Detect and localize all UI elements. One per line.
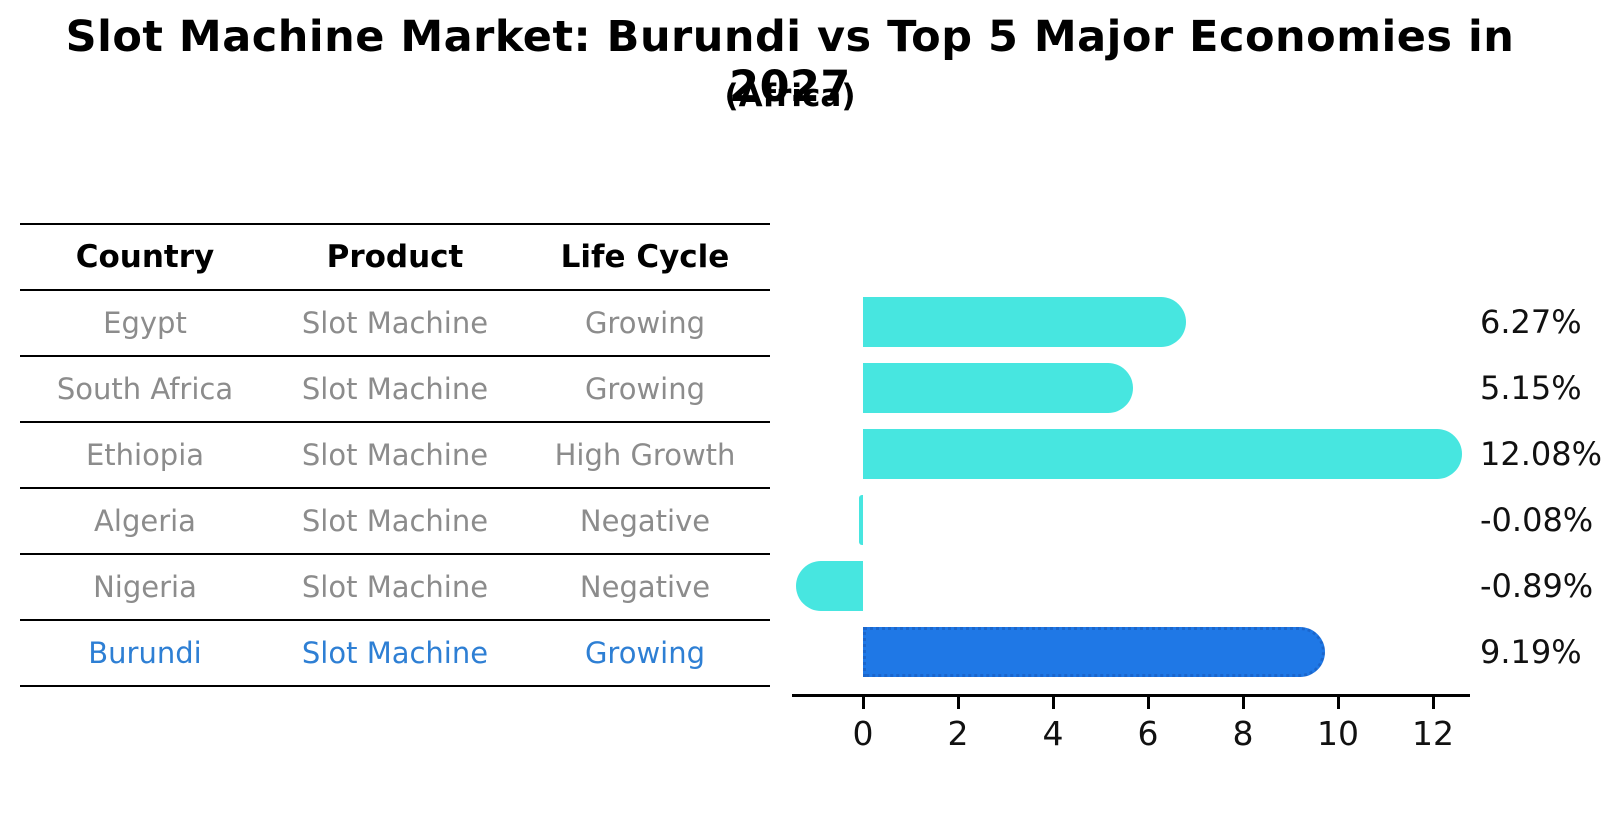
table-body: Egypt Slot Machine Growing South Africa Slot… <box>20 291 770 687</box>
cell-product: Slot Machine <box>301 504 489 538</box>
cell-product: Slot Machine <box>301 636 489 670</box>
table-header-product: Product <box>326 239 464 275</box>
cell-product: Slot Machine <box>301 372 489 406</box>
cell-life-cycle: Negative <box>579 504 711 538</box>
table-header-country: Country <box>75 239 215 275</box>
bar-value-label: 6.27% <box>1480 303 1582 341</box>
cell-life-cycle: High Growth <box>554 438 736 472</box>
x-axis-tick-mark <box>1431 697 1435 709</box>
bar-south-africa <box>863 363 1133 413</box>
bar-value-label: -0.89% <box>1480 567 1594 605</box>
table-row: South Africa Slot Machine Growing <box>20 357 770 423</box>
x-axis-tick-label: 6 <box>1137 714 1159 753</box>
table-header-row: Country Product Life Cycle <box>20 225 770 291</box>
page-subtitle: (Africa) <box>724 78 856 114</box>
x-axis-tick-label: 12 <box>1412 714 1454 753</box>
x-axis-tick-mark <box>1146 697 1150 709</box>
cell-country: Burundi <box>88 636 202 670</box>
bar-nigeria <box>796 561 863 611</box>
cell-country: Ethiopia <box>85 438 205 472</box>
x-axis-tick-mark <box>1241 697 1245 709</box>
table-row: Egypt Slot Machine Growing <box>20 291 770 357</box>
cell-product: Slot Machine <box>301 570 489 604</box>
cell-life-cycle: Growing <box>584 636 706 670</box>
country-table: Country Product Life Cycle Egypt Slot Mac… <box>20 223 770 687</box>
x-axis-line <box>792 694 1470 697</box>
table-header-life-cycle: Life Cycle <box>560 239 730 275</box>
x-axis-tick-label: 10 <box>1317 714 1359 753</box>
table-row: Ethiopia Slot Machine High Growth <box>20 423 770 489</box>
cell-country: Nigeria <box>93 570 197 604</box>
bar-egypt <box>863 297 1186 347</box>
cell-country: Algeria <box>94 504 196 538</box>
bar-value-label: 12.08% <box>1480 435 1603 473</box>
x-axis-tick-label: 2 <box>947 714 969 753</box>
bar-algeria <box>859 495 863 545</box>
page-title: Slot Machine Market: Burundi vs Top 5 Ma… <box>65 12 1515 112</box>
bar-value-label: 9.19% <box>1480 633 1582 671</box>
x-axis-tick-label: 8 <box>1232 714 1254 753</box>
x-axis-tick-mark <box>956 697 960 709</box>
x-axis-tick-mark <box>1336 697 1340 709</box>
bar-burundi <box>863 627 1325 677</box>
x-axis-tick-label: 4 <box>1042 714 1064 753</box>
table-row: Nigeria Slot Machine Negative <box>20 555 770 621</box>
table-row: Burundi Slot Machine Growing <box>20 621 770 687</box>
table-row: Algeria Slot Machine Negative <box>20 489 770 555</box>
cell-life-cycle: Growing <box>584 306 706 340</box>
cell-life-cycle: Negative <box>579 570 711 604</box>
cell-country: South Africa <box>56 372 234 406</box>
cell-life-cycle: Growing <box>584 372 706 406</box>
cell-product: Slot Machine <box>301 438 489 472</box>
bar-value-label: 5.15% <box>1480 369 1582 407</box>
x-axis-tick-mark <box>1051 697 1055 709</box>
bar-ethiopia <box>863 429 1462 479</box>
x-axis-tick-mark <box>861 697 865 709</box>
cell-product: Slot Machine <box>301 306 489 340</box>
bar-value-label: -0.08% <box>1480 501 1594 539</box>
x-axis-tick-label: 0 <box>852 714 874 753</box>
cell-country: Egypt <box>103 306 187 340</box>
